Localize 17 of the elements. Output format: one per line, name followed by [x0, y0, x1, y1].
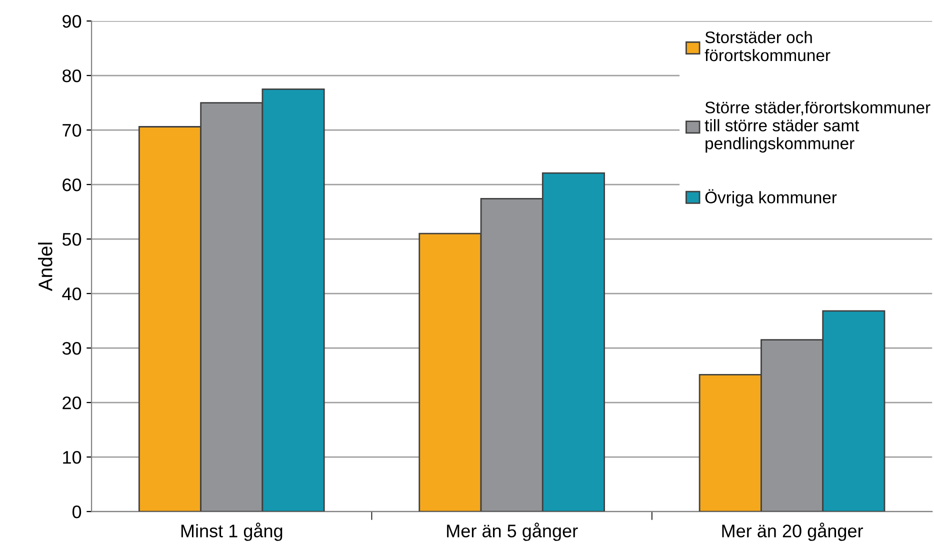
y-tick-label: 20 [62, 396, 82, 410]
y-tick-label: 70 [62, 124, 82, 137]
x-tick-label: Minst 1 gång [181, 522, 282, 541]
legend-label: Övriga kommuner [705, 189, 837, 207]
y-tick-label: 30 [62, 342, 82, 355]
y-tick-label: 50 [62, 232, 82, 246]
y-tick-label: 40 [62, 287, 82, 300]
legend-label: Större städer,förortskommuner till större städer samt pendlingskommuner [704, 101, 930, 153]
y-tick-label: 0 [72, 505, 82, 518]
x-tick-label: Mer än 5 gånger [447, 522, 578, 541]
y-tick-label: 10 [63, 450, 82, 464]
x-tick-label: Mer än 20 gånger [722, 522, 864, 541]
y-tick-label: 80 [62, 69, 82, 82]
y-axis-title: Andel [38, 242, 52, 292]
y-tick-label: 90 [62, 14, 82, 28]
legend-label: Storstäder och förortskommuner [704, 31, 830, 62]
y-tick-label: 60 [62, 178, 82, 192]
